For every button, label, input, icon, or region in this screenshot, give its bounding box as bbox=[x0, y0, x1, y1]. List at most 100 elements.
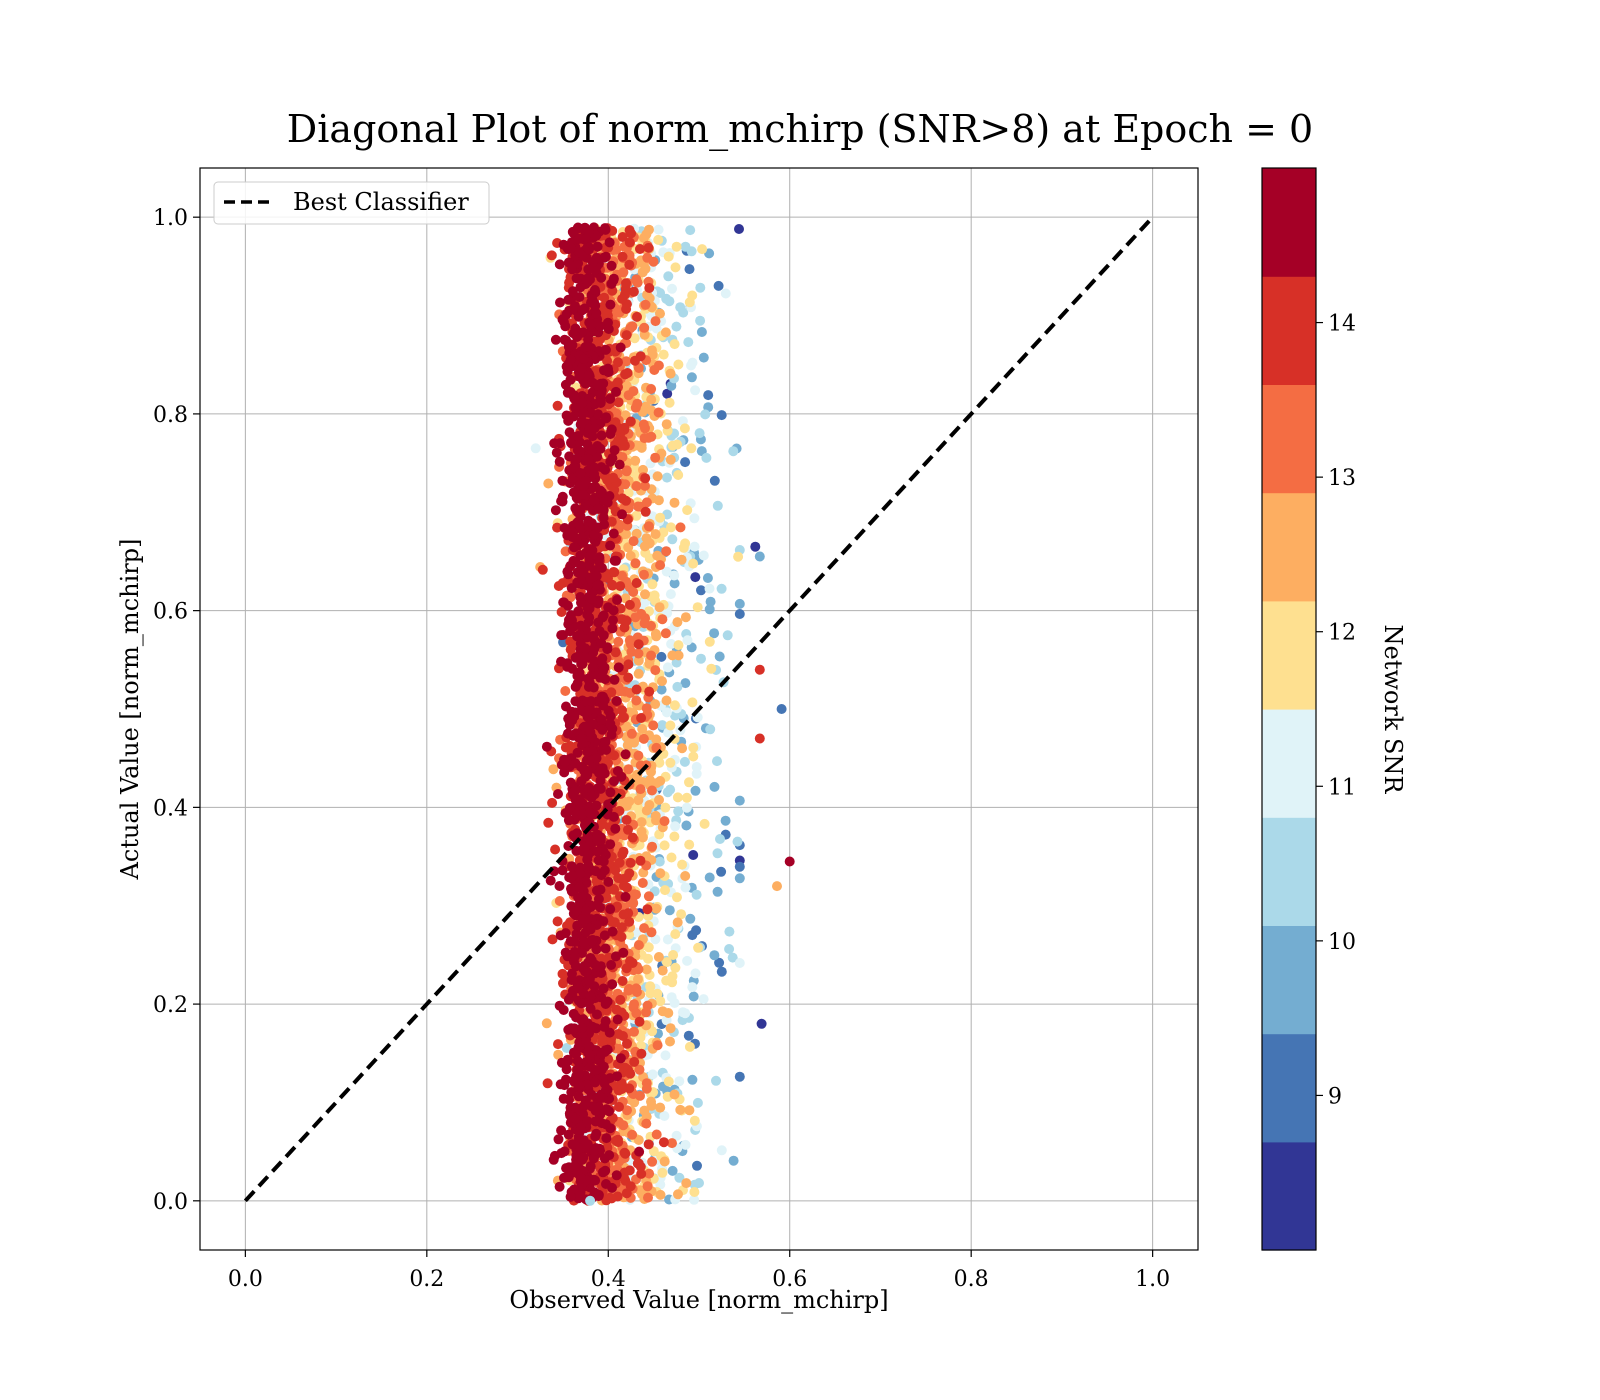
colorbar-segment bbox=[1262, 925, 1316, 1035]
colorbar-segment bbox=[1262, 817, 1316, 926]
scatter-point bbox=[607, 580, 618, 591]
scatter-point bbox=[584, 1049, 595, 1060]
scatter-point bbox=[567, 1139, 578, 1150]
scatter-point bbox=[680, 678, 691, 689]
scatter-point bbox=[598, 1061, 609, 1072]
scatter-point bbox=[669, 831, 680, 842]
scatter-point bbox=[684, 1041, 695, 1052]
scatter-point bbox=[667, 1138, 677, 1149]
scatter-point-outlier bbox=[776, 704, 787, 714]
scatter-point bbox=[643, 242, 654, 253]
scatter-point bbox=[658, 1137, 669, 1148]
scatter-point bbox=[596, 1048, 607, 1059]
scatter-point bbox=[565, 1191, 576, 1202]
scatter-point bbox=[663, 1076, 674, 1087]
scatter-point bbox=[607, 623, 618, 634]
y-tick-label: 0.8 bbox=[153, 403, 188, 428]
scatter-point bbox=[605, 787, 616, 798]
scatter-point bbox=[580, 966, 591, 977]
scatter-point bbox=[665, 1023, 676, 1034]
scatter-point bbox=[690, 968, 701, 979]
y-tick-label: 0.4 bbox=[153, 796, 188, 821]
scatter-point bbox=[616, 771, 627, 782]
scatter-point bbox=[566, 975, 577, 985]
scatter-point bbox=[573, 1069, 584, 1080]
scatter-point bbox=[610, 647, 621, 658]
scatter-point bbox=[582, 854, 593, 865]
scatter-point bbox=[593, 503, 604, 514]
scatter-point bbox=[601, 413, 612, 424]
scatter-point bbox=[680, 1139, 691, 1150]
scatter-point bbox=[655, 308, 665, 319]
scatter-point bbox=[633, 795, 644, 806]
scatter-point bbox=[586, 696, 596, 707]
scatter-point bbox=[704, 872, 715, 883]
scatter-point bbox=[620, 891, 631, 902]
scatter-point bbox=[672, 892, 682, 903]
scatter-point bbox=[644, 283, 655, 293]
scatter-point bbox=[680, 457, 691, 468]
scatter-point bbox=[676, 909, 687, 920]
scatter-point bbox=[591, 1065, 601, 1075]
legend-entry-best-classifier: Best Classifier bbox=[293, 188, 469, 216]
scatter-point bbox=[654, 856, 665, 867]
scatter-point bbox=[652, 1040, 663, 1051]
scatter-point bbox=[581, 341, 592, 352]
scatter-point bbox=[571, 905, 582, 916]
scatter-point bbox=[595, 487, 606, 498]
scatter-point bbox=[569, 951, 580, 962]
scatter-point bbox=[659, 816, 670, 827]
scatter-point bbox=[563, 415, 574, 426]
scatter-point bbox=[712, 848, 723, 859]
scatter-point bbox=[583, 832, 593, 843]
scatter-point bbox=[605, 711, 616, 722]
scatter-point bbox=[603, 876, 614, 887]
scatter-point bbox=[586, 518, 597, 529]
best-classifier-line bbox=[243, 215, 1155, 1203]
scatter-point bbox=[715, 834, 725, 844]
colorbar-frame bbox=[1261, 167, 1317, 1251]
scatter-point bbox=[596, 388, 607, 399]
scatter-point bbox=[622, 1105, 632, 1116]
scatter-point bbox=[663, 271, 674, 282]
scatter-point bbox=[625, 1068, 636, 1079]
scatter-point bbox=[566, 583, 577, 594]
scatter-point bbox=[636, 1048, 647, 1059]
scatter-point bbox=[665, 368, 676, 379]
scatter-point bbox=[553, 1134, 564, 1145]
scatter-point bbox=[655, 512, 666, 523]
scatter-point bbox=[559, 1146, 570, 1157]
scatter-point bbox=[672, 792, 683, 803]
scatter-point bbox=[668, 950, 679, 960]
scatter-point bbox=[590, 1116, 601, 1127]
scatter-point bbox=[646, 927, 657, 938]
scatter-point bbox=[682, 955, 693, 966]
scatter-point bbox=[588, 661, 599, 672]
scatter-point bbox=[611, 1170, 622, 1181]
scatter-point bbox=[667, 534, 678, 545]
scatter-point bbox=[574, 667, 585, 678]
scatter-point bbox=[582, 1116, 593, 1127]
scatter-point bbox=[694, 428, 705, 439]
scatter-point bbox=[621, 615, 632, 626]
scatter-point bbox=[625, 639, 636, 650]
scatter-point bbox=[688, 991, 699, 1002]
scatter-point bbox=[642, 252, 653, 263]
scatter-point bbox=[563, 294, 574, 305]
scatter-point bbox=[584, 807, 595, 818]
scatter-point bbox=[569, 1023, 580, 1034]
scatter-point bbox=[579, 1100, 590, 1111]
colorbar bbox=[1262, 168, 1316, 1251]
scatter-point bbox=[576, 733, 587, 744]
scatter-point bbox=[554, 259, 565, 270]
scatter-point bbox=[594, 767, 605, 778]
colorbar-segment bbox=[1262, 709, 1316, 818]
scatter-point bbox=[689, 1115, 700, 1126]
scatter-point bbox=[664, 397, 675, 408]
scatter-point bbox=[651, 734, 662, 745]
scatter-point bbox=[565, 741, 575, 751]
scatter-point bbox=[618, 846, 629, 857]
scatter-point bbox=[617, 509, 627, 520]
scatter-point bbox=[684, 1105, 695, 1116]
scatter-point bbox=[691, 889, 702, 900]
